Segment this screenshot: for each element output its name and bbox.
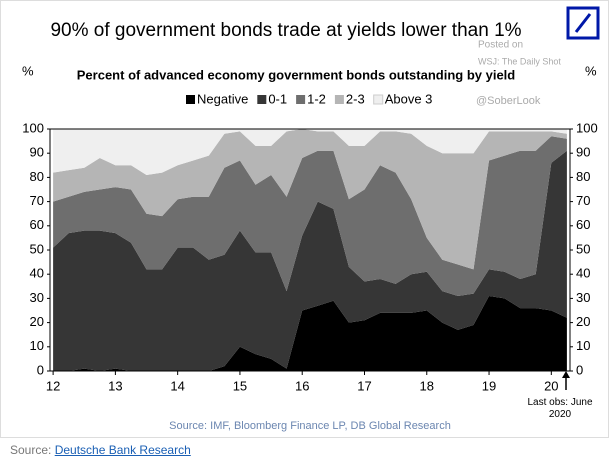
y-tick-label: 60 xyxy=(30,217,44,232)
area xyxy=(53,129,567,175)
source-link[interactable]: Deutsche Bank Research xyxy=(54,443,191,457)
y-axis-label: % xyxy=(22,63,34,78)
area xyxy=(53,150,567,371)
legend-label: Negative xyxy=(197,91,248,106)
y-tick-label: 80 xyxy=(30,169,44,184)
legend-item: 0-1 xyxy=(257,91,287,106)
y-tick-label: 70 xyxy=(30,193,44,208)
legend-swatch xyxy=(296,95,306,104)
chart-subtitle: Percent of advanced economy government b… xyxy=(77,67,516,82)
y-tick-label: 20 xyxy=(30,314,44,329)
logo-box xyxy=(566,6,600,40)
y-tick-label: 90 xyxy=(576,145,590,160)
y-tick-label: 80 xyxy=(576,169,590,184)
y-tick-label: 100 xyxy=(22,120,44,135)
legend-swatch xyxy=(257,95,267,104)
y-tick-label: 30 xyxy=(576,290,590,305)
legend-item: 2-3 xyxy=(334,91,365,106)
legend-label: Above 3 xyxy=(385,91,433,106)
x-tick-label: 14 xyxy=(170,378,184,393)
legend-label: 1-2 xyxy=(307,91,326,106)
x-tick-label: 20 xyxy=(544,378,558,393)
x-tick-label: 17 xyxy=(357,378,371,393)
y-tick-label: 90 xyxy=(30,145,44,160)
y-tick-label: 0 xyxy=(576,362,583,377)
chart: 90% of government bonds trade at yields … xyxy=(0,0,609,438)
y-tick-label: 100 xyxy=(576,120,598,135)
annotation-arrowhead xyxy=(562,371,570,378)
legend-item: Above 3 xyxy=(373,91,433,106)
watermark: @SoberLook xyxy=(476,95,541,107)
annotation-box: Last obs: June 2020 xyxy=(527,397,593,420)
y-axis-label: % xyxy=(585,63,597,78)
logo xyxy=(566,6,600,40)
y-tick-label: 0 xyxy=(37,362,44,377)
y-tick-label: 70 xyxy=(576,193,590,208)
y-tick-label: 40 xyxy=(576,266,590,281)
x-tick-label: 15 xyxy=(233,378,247,393)
x-tick-label: 16 xyxy=(295,378,309,393)
area xyxy=(53,136,567,296)
legend-swatch xyxy=(373,94,384,105)
x-tick-label: 13 xyxy=(108,378,122,393)
legend-item: 1-2 xyxy=(296,91,326,106)
annotation: Last obs: June 2020 xyxy=(527,397,593,420)
y-tick-label: 60 xyxy=(576,217,590,232)
x-tick-label: 12 xyxy=(46,378,60,393)
chart-source: Source: IMF, Bloomberg Finance LP, DB Gl… xyxy=(169,420,451,432)
plot: 0 0 10 10 20 20 30 30 40 40 50 50 60 60 70 70 80 80 90 90 10… xyxy=(22,91,597,393)
legend-item: Negative xyxy=(186,91,248,106)
y-tick-label: 10 xyxy=(576,338,590,353)
chart-title: 90% of government bonds trade at yields … xyxy=(50,20,521,41)
y-tick-label: 30 xyxy=(30,290,44,305)
watermark: WSJ: The Daily Shot xyxy=(478,56,561,66)
y-tick-label: 10 xyxy=(30,338,44,353)
x-tick-label: 18 xyxy=(420,378,434,393)
legend-label: 2-3 xyxy=(346,91,365,106)
y-tick-label: 50 xyxy=(576,241,590,256)
page-source: Source: Deutsche Bank Research xyxy=(10,443,191,457)
y-tick-label: 50 xyxy=(30,241,44,256)
legend-label: 0-1 xyxy=(268,91,287,106)
x-tick-label: 19 xyxy=(482,378,496,393)
area xyxy=(53,129,567,270)
legend-swatch xyxy=(334,95,344,104)
y-tick-label: 20 xyxy=(576,314,590,329)
watermark: Posted on xyxy=(478,40,523,51)
area xyxy=(53,296,567,371)
logo-slash xyxy=(574,13,592,33)
source-prefix: Source: xyxy=(10,443,52,457)
legend-swatch xyxy=(186,95,195,104)
y-tick-label: 40 xyxy=(30,266,44,281)
